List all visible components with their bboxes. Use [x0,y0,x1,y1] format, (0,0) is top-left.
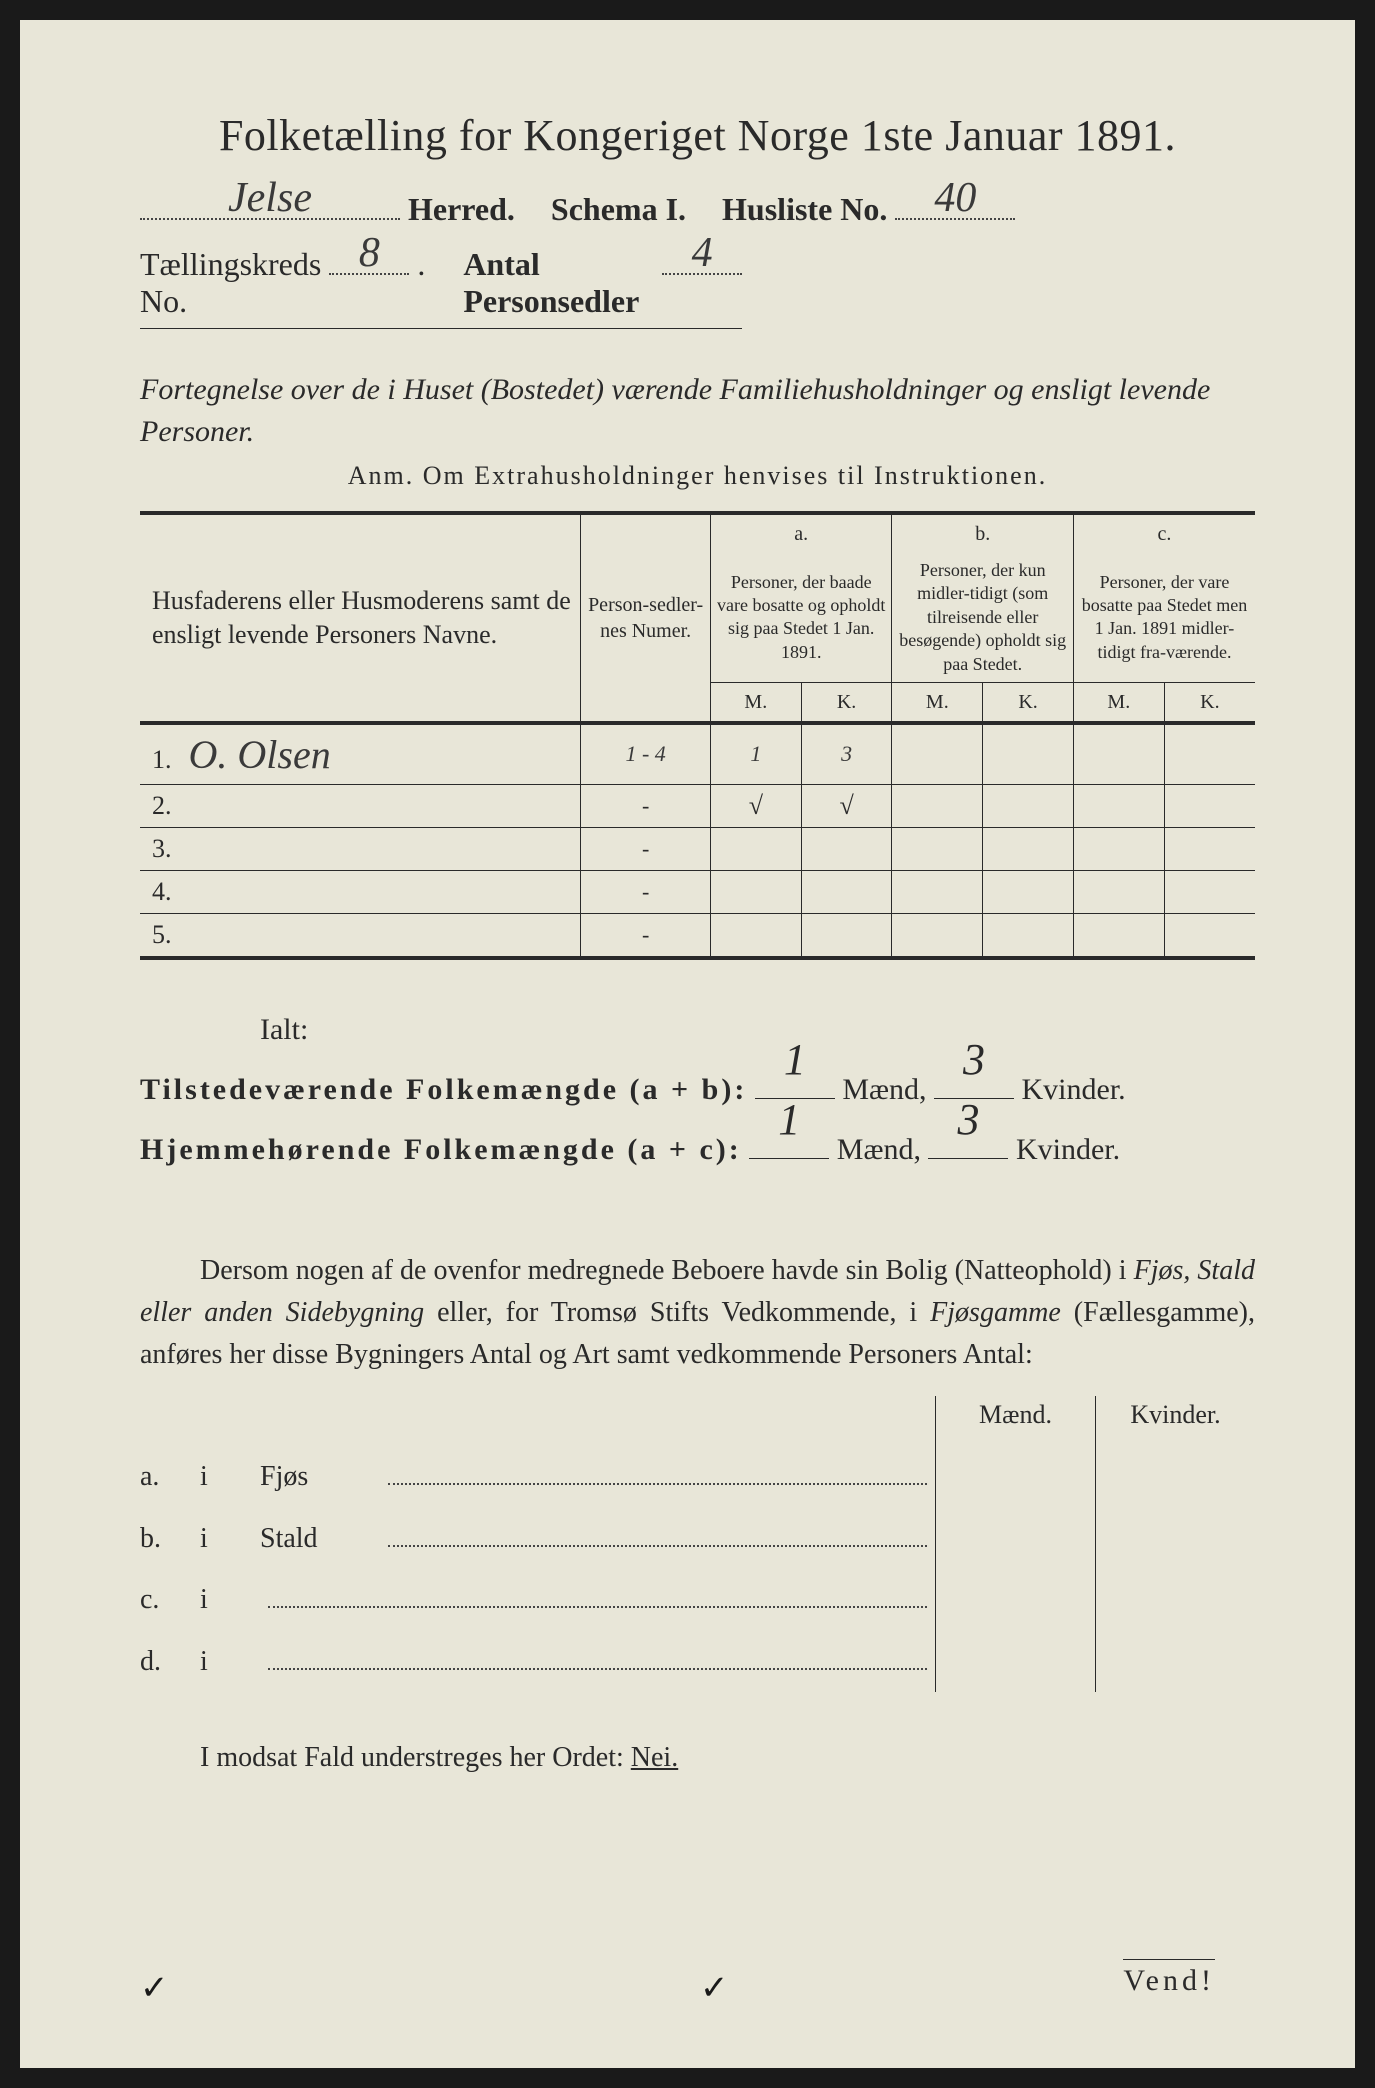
col-a-m: M. [710,682,801,723]
husliste-value: 40 [934,174,976,222]
col-header-name: Husfaderens eller Husmoderens samt de en… [140,513,581,723]
footer-line: I modsat Fald understreges her Ordet: Ne… [140,1742,1255,1774]
herred-value: Jelse [228,174,312,222]
header-line-2: Tællingskreds No. 8 . Antal Personsedler… [140,246,742,329]
main-table: Husfaderens eller Husmoderens samt de en… [140,511,1255,960]
row1-num: 1 - 4 [581,723,711,785]
col-c-desc: Personer, der vare bosatte paa Stedet me… [1073,553,1255,682]
col-a-k: K. [801,682,892,723]
col-b-desc: Personer, der kun midler-tidigt (som til… [892,553,1074,682]
side-table: a.iFjøs b.iStald c.i d.i Mænd. Kvinder. [140,1396,1255,1692]
schema-label: Schema I. [551,191,686,228]
col-b-top: b. [892,513,1074,553]
table-row: 5. - [140,913,1255,958]
side-row: c.i [140,1569,935,1631]
col-a-top: a. [710,513,892,553]
totals-block: Ialt: Tilstedeværende Folkemængde (a + b… [140,1000,1255,1180]
col-c-m: M. [1073,682,1164,723]
tilstede-label: Tilstedeværende Folkemængde (a + b): [140,1073,747,1106]
anm-note: Anm. Om Extrahusholdninger henvises til … [140,461,1255,491]
tick-mark-icon: ✓ [140,1968,169,2008]
row1-am: 1 [710,723,801,785]
tick-mark-icon: ✓ [700,1968,729,2008]
col-a-desc: Personer, der baade vare bosatte og opho… [710,553,892,682]
subtitle: Fortegnelse over de i Huset (Bostedet) v… [140,369,1255,453]
nei-underlined: Nei. [631,1742,678,1773]
col-b-m: M. [892,682,983,723]
hjemme-label: Hjemmehørende Folkemængde (a + c): [140,1133,742,1166]
table-row: 2. - √ √ [140,784,1255,827]
side-maend: Mænd. [936,1396,1096,1692]
side-row: d.i [140,1631,935,1693]
table-row: 1. O. Olsen 1 - 4 1 3 [140,723,1255,785]
header-line-1: Jelse Herred. Schema I. Husliste No. 40 [140,191,1255,228]
col-header-num: Person-sedler-nes Numer. [581,513,711,723]
col-b-k: K. [983,682,1074,723]
antal-value: 4 [692,229,713,277]
side-row: b.iStald [140,1508,935,1570]
vend-label: Vend! [1123,1959,1215,1998]
table-row: 4. - [140,870,1255,913]
antal-label: Antal Personsedler [463,246,654,320]
kreds-label: Tællingskreds No. [140,246,321,320]
ialt-label: Ialt: [140,1000,1255,1060]
main-title: Folketælling for Kongeriget Norge 1ste J… [140,110,1255,161]
instruction-paragraph: Dersom nogen af de ovenfor medregnede Be… [140,1250,1255,1376]
l2-m: 1 [778,1076,800,1164]
l2-k: 3 [957,1076,979,1164]
husliste-label: Husliste No. [722,191,887,228]
side-kvinder: Kvinder. [1096,1396,1255,1692]
table-row: 3. - [140,827,1255,870]
census-form-page: Folketælling for Kongeriget Norge 1ste J… [20,20,1355,2068]
col-c-top: c. [1073,513,1255,553]
herred-label: Herred. [408,191,515,228]
side-row: a.iFjøs [140,1446,935,1508]
col-c-k: K. [1164,682,1255,723]
row1-name: O. Olsen [189,732,331,777]
row1-ak: 3 [801,723,892,785]
kreds-value: 8 [359,229,380,277]
